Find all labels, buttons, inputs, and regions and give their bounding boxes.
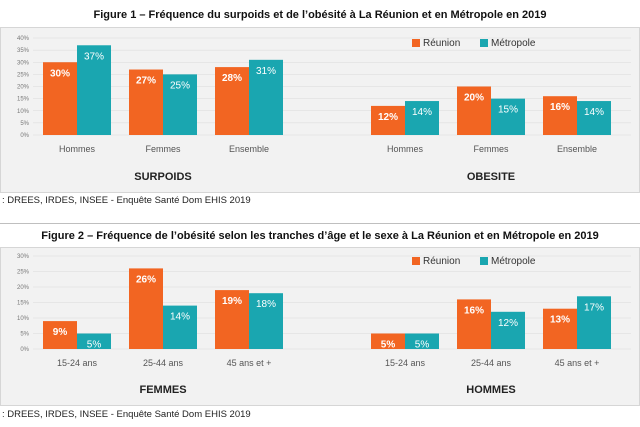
- group-label: OBESITE: [467, 171, 515, 183]
- group-label: FEMMES: [139, 384, 186, 396]
- bar-metropole: [577, 101, 611, 135]
- y-tick-label: 10%: [17, 109, 30, 115]
- y-tick-label: 30%: [17, 254, 30, 260]
- bar-value-label: 13%: [550, 315, 570, 326]
- category-label: 45 ans et +: [227, 358, 272, 368]
- figure-1-source: : DREES, IRDES, INSEE - Enquête Santé Do…: [2, 195, 251, 206]
- bar-metropole: [491, 311, 525, 349]
- category-label: Hommes: [387, 144, 424, 154]
- bar-reunion: [371, 105, 405, 135]
- legend-label-metropole: Métropole: [491, 256, 536, 267]
- figure-2-source: : DREES, IRDES, INSEE - Enquête Santé Do…: [2, 409, 251, 420]
- category-label: 25-44 ans: [471, 358, 512, 368]
- legend-label-metropole: Métropole: [491, 38, 536, 49]
- bar-reunion: [457, 86, 491, 135]
- figure-2-panel: 0% 5% 10% 15% 20% 25% 30% Réunion Métropole 9% 5% 1…: [0, 247, 640, 406]
- bar-value-label: 9%: [53, 327, 68, 338]
- group-label: HOMMES: [466, 384, 516, 396]
- bar-metropole: [77, 333, 111, 349]
- y-tick-label: 20%: [17, 285, 30, 291]
- bar-value-label: 27%: [136, 76, 156, 87]
- bar-metropole: [249, 59, 283, 136]
- bar-reunion: [43, 62, 77, 135]
- y-tick-label: 0%: [20, 347, 29, 353]
- y-tick-label: 40%: [17, 36, 30, 42]
- bar-value-label: 28%: [222, 73, 242, 84]
- bar-metropole: [491, 98, 525, 135]
- bar-metropole: [405, 101, 439, 135]
- bar-value-label: 37%: [84, 51, 104, 62]
- category-label: Ensemble: [229, 144, 269, 154]
- bar-metropole: [405, 333, 439, 349]
- figure-1-title: Figure 1 – Fréquence du surpoids et de l…: [93, 9, 547, 21]
- category-label: Ensemble: [557, 144, 597, 154]
- y-tick-label: 5%: [20, 121, 29, 127]
- bar-value-label: 26%: [136, 274, 156, 285]
- bar-value-label: 14%: [170, 312, 190, 323]
- bar-reunion: [129, 268, 163, 349]
- bar-reunion: [371, 333, 405, 349]
- bar-value-label: 16%: [464, 305, 484, 316]
- y-tick-label: 25%: [17, 270, 30, 276]
- y-tick-label: 15%: [17, 97, 30, 103]
- bar-metropole: [163, 305, 197, 349]
- bar-value-label: 5%: [87, 340, 102, 351]
- bar-metropole: [163, 74, 197, 135]
- figure-1-panel: 0% 5% 10% 15% 20% 25% 30% 35% 40% Réunion Métropol…: [0, 27, 640, 193]
- bar-value-label: 12%: [378, 112, 398, 123]
- category-label: 15-24 ans: [385, 358, 426, 368]
- bar-value-label: 12%: [498, 318, 518, 329]
- legend-swatch-metropole: [480, 257, 488, 265]
- category-label: Hommes: [59, 144, 96, 154]
- bar-value-label: 15%: [498, 105, 518, 116]
- y-tick-label: 5%: [20, 332, 29, 338]
- bar-metropole: [249, 293, 283, 349]
- y-tick-label: 25%: [17, 72, 30, 78]
- bar-value-label: 18%: [256, 299, 276, 310]
- bar-value-label: 5%: [415, 340, 430, 351]
- bar-value-label: 16%: [550, 102, 570, 113]
- y-tick-label: 30%: [17, 60, 30, 66]
- legend-label-reunion: Réunion: [423, 38, 460, 49]
- figure-2-chart: 0% 5% 10% 15% 20% 25% 30% Réunion Métropole 9% 5% 1…: [17, 254, 631, 396]
- y-tick-label: 15%: [17, 301, 30, 307]
- legend-swatch-reunion: [412, 257, 420, 265]
- y-tick-label: 35%: [17, 48, 30, 54]
- y-tick-label: 0%: [20, 133, 29, 139]
- divider: [0, 223, 640, 224]
- y-tick-label: 20%: [17, 85, 30, 91]
- legend-label-reunion: Réunion: [423, 256, 460, 267]
- category-label: 45 ans et +: [555, 358, 600, 368]
- category-label: Femmes: [473, 144, 509, 154]
- category-label: 15-24 ans: [57, 358, 98, 368]
- group-label: SURPOIDS: [134, 171, 191, 183]
- category-label: Femmes: [145, 144, 181, 154]
- bar-reunion: [543, 308, 577, 349]
- y-tick-label: 10%: [17, 316, 30, 322]
- bar-reunion: [43, 321, 77, 349]
- bar-value-label: 19%: [222, 296, 242, 307]
- bar-reunion: [215, 67, 249, 135]
- bar-reunion: [457, 299, 491, 349]
- bar-value-label: 20%: [464, 93, 484, 104]
- bar-value-label: 14%: [584, 107, 604, 118]
- figure-1-chart: 0% 5% 10% 15% 20% 25% 30% 35% 40% Réunion Métropol…: [17, 36, 631, 183]
- bar-value-label: 30%: [50, 68, 70, 79]
- bar-value-label: 31%: [256, 66, 276, 77]
- bar-reunion: [215, 290, 249, 349]
- bar-reunion: [543, 96, 577, 135]
- bar-value-label: 25%: [170, 80, 190, 91]
- legend-swatch-metropole: [480, 39, 488, 47]
- category-label: 25-44 ans: [143, 358, 184, 368]
- bar-value-label: 5%: [381, 340, 396, 351]
- bar-value-label: 14%: [412, 107, 432, 118]
- bar-metropole: [577, 296, 611, 349]
- bar-metropole: [77, 45, 111, 135]
- legend-swatch-reunion: [412, 39, 420, 47]
- figure-2-title: Figure 2 – Fréquence de l’obésité selon …: [41, 230, 599, 242]
- bar-value-label: 17%: [584, 302, 604, 313]
- bar-reunion: [129, 69, 163, 135]
